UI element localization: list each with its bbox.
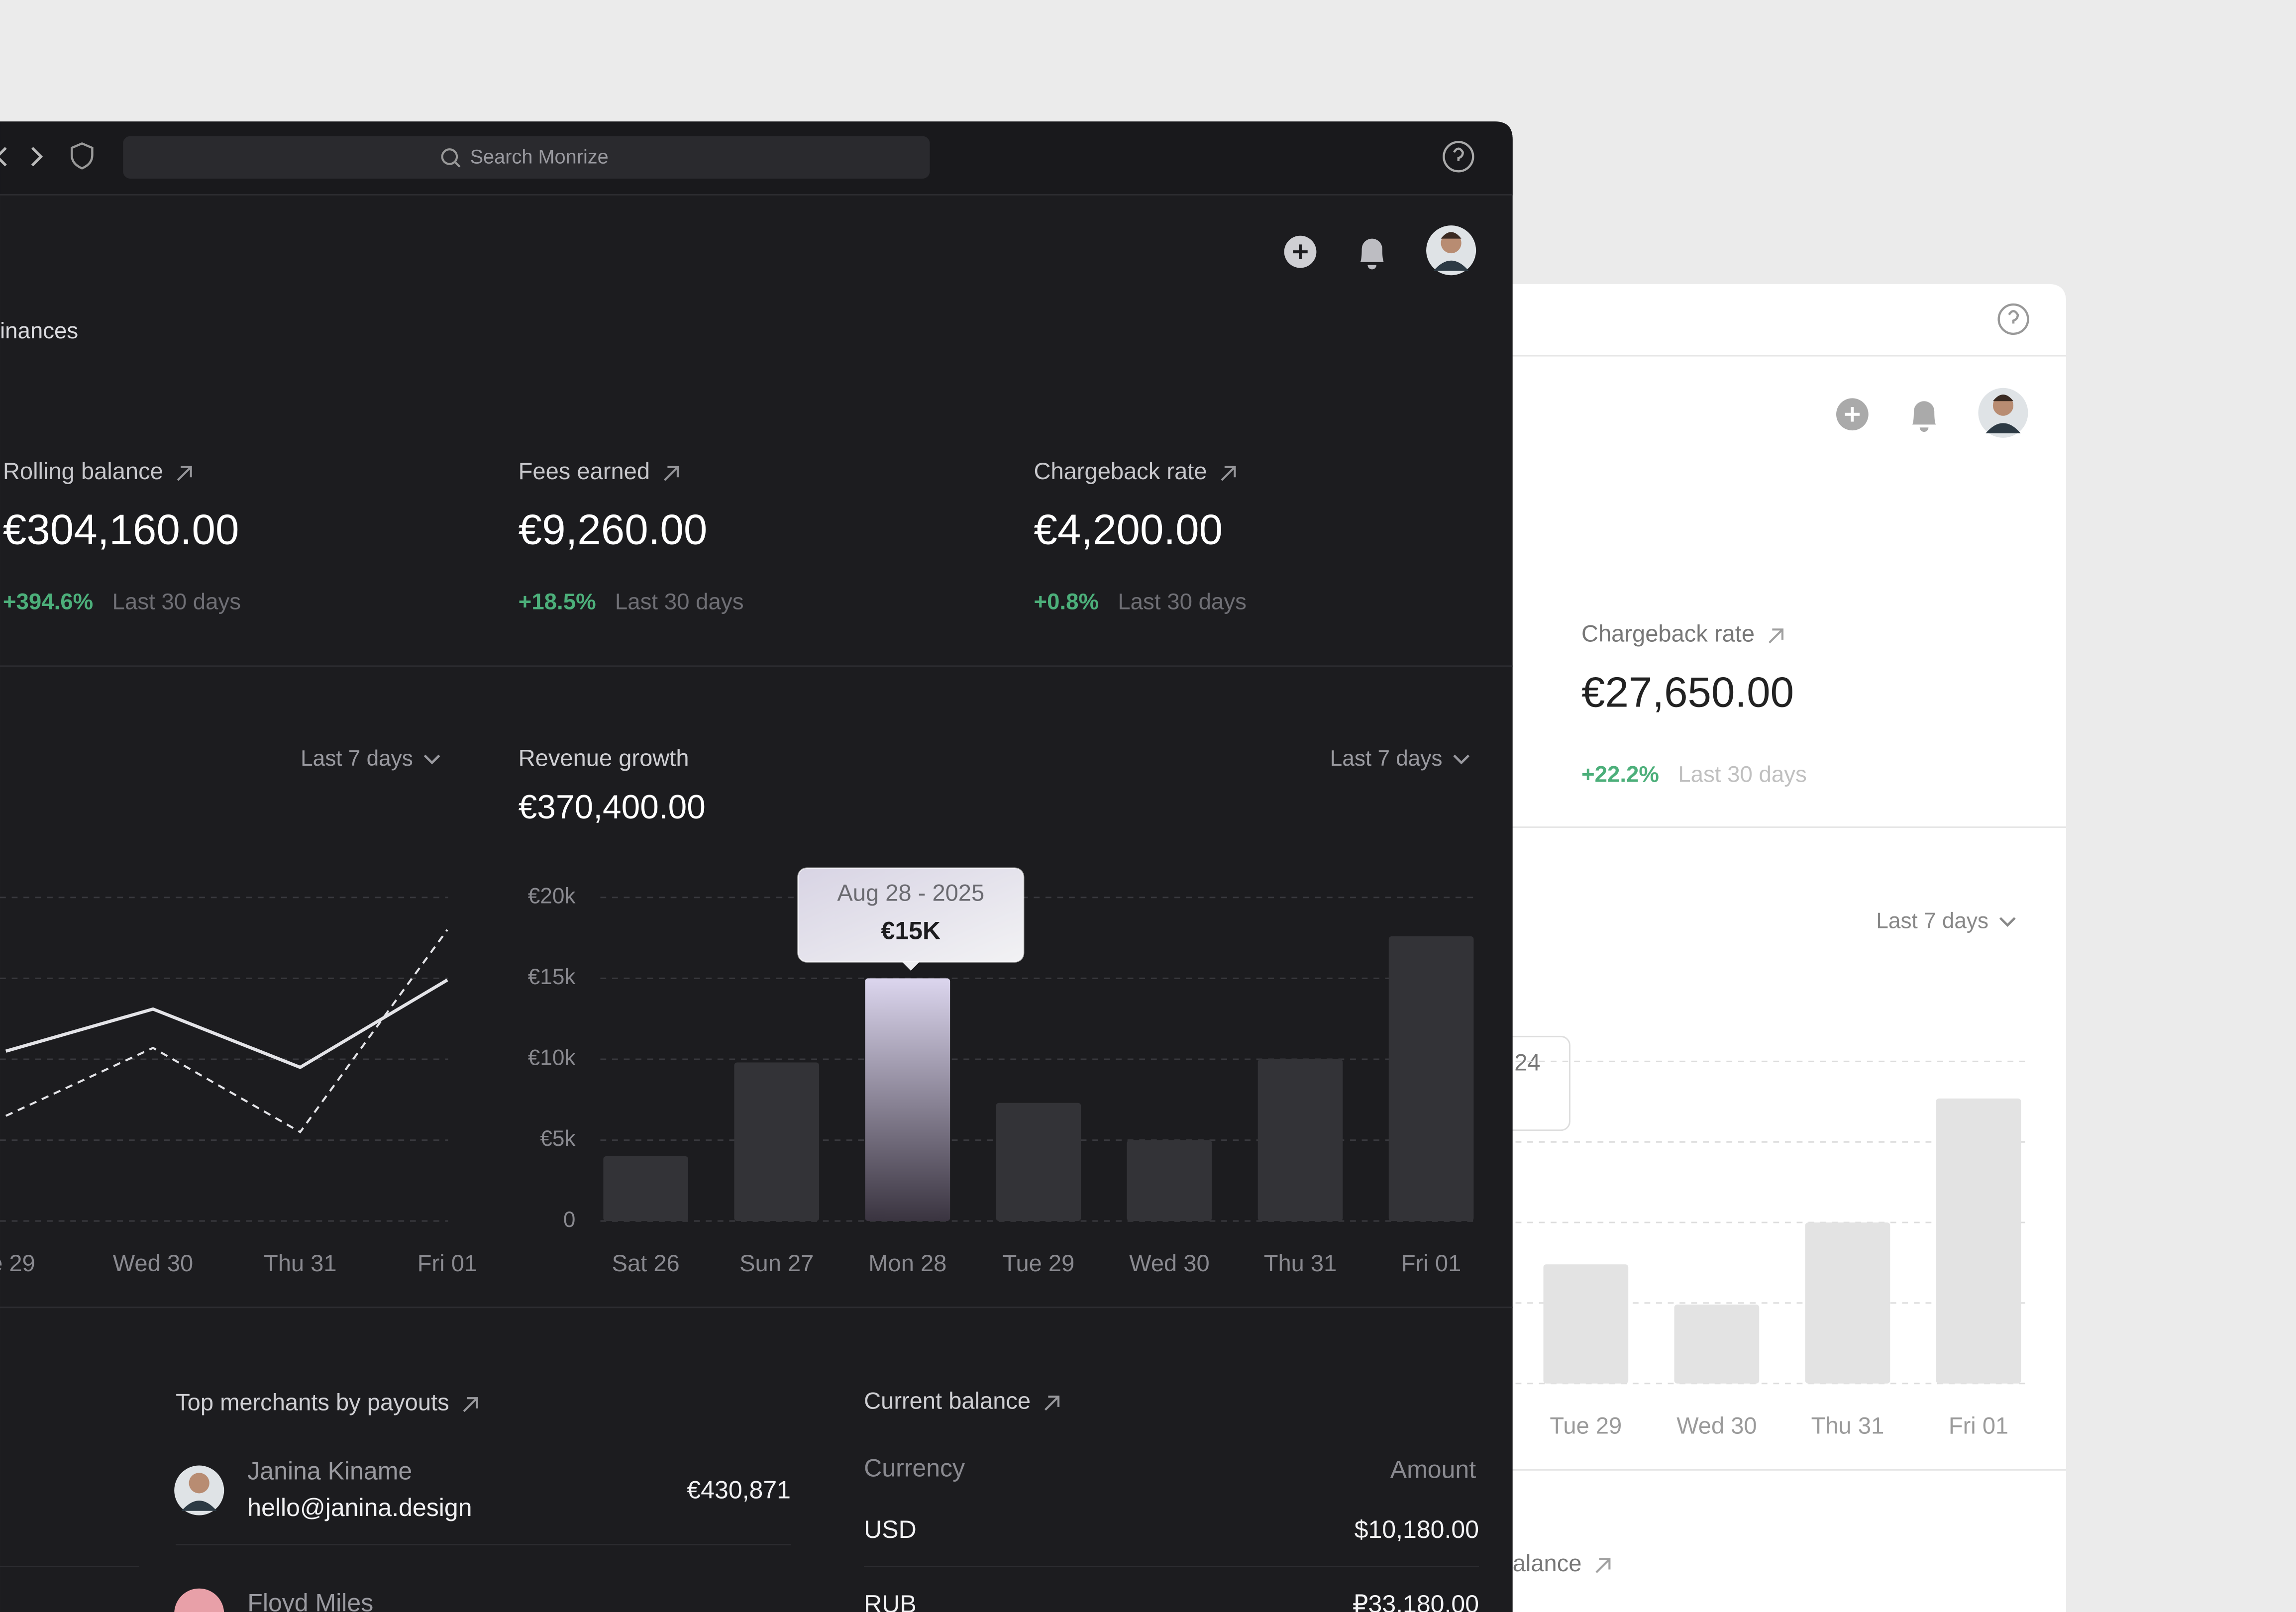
bar[interactable] bbox=[1805, 1222, 1890, 1384]
back-button[interactable] bbox=[0, 147, 7, 167]
x-tick-label: Fri 01 bbox=[1949, 1412, 2008, 1438]
column-header: Currency bbox=[864, 1454, 965, 1482]
chevron[interactable] bbox=[1453, 754, 1470, 765]
x-tick-label: ue 29 bbox=[0, 1250, 35, 1276]
dark-window bbox=[0, 121, 1513, 1612]
breadcrumb[interactable]: inances bbox=[0, 318, 78, 343]
amount: ₽33,180.00 bbox=[1353, 1590, 1479, 1612]
amount: $10,180.00 bbox=[1355, 1515, 1479, 1543]
column-header: Amount bbox=[1390, 1456, 1476, 1484]
stat-label[interactable]: Chargeback rate bbox=[1581, 620, 1755, 647]
highlighted-bar[interactable] bbox=[865, 978, 950, 1221]
x-tick-label: Sun 27 bbox=[739, 1250, 814, 1276]
period-select[interactable]: Last 7 days bbox=[1876, 908, 1988, 933]
period-select[interactable]: Last 7 days bbox=[1330, 746, 1443, 771]
section-title[interactable]: Top merchants by payouts bbox=[176, 1389, 449, 1415]
x-tick-label: Tue 29 bbox=[1550, 1412, 1622, 1438]
link-arrow[interactable] bbox=[1221, 466, 1236, 481]
search-box[interactable]: Search Monrize bbox=[123, 136, 930, 179]
avatar[interactable] bbox=[1426, 225, 1476, 276]
avatar[interactable] bbox=[1978, 388, 2028, 438]
stat-value: €27,650.00 bbox=[1581, 669, 1794, 716]
y-tick-label: €20k bbox=[528, 884, 576, 908]
link-arrow[interactable] bbox=[1595, 1558, 1611, 1573]
line-series bbox=[5, 929, 448, 1133]
x-tick-label: Fri 01 bbox=[417, 1250, 477, 1276]
merchant-amount: €430,871 bbox=[687, 1476, 791, 1504]
stat-period: Last 30 days bbox=[615, 589, 744, 614]
stat-value: €9,260.00 bbox=[519, 506, 708, 554]
shield-icon[interactable] bbox=[70, 142, 94, 170]
bar[interactable] bbox=[734, 1062, 820, 1221]
stat-label[interactable]: Fees earned bbox=[519, 458, 650, 484]
stat-value: €4,200.00 bbox=[1034, 506, 1223, 554]
link-arrow[interactable] bbox=[177, 466, 192, 481]
tooltip-text: 24 bbox=[1514, 1049, 1540, 1076]
y-tick-label: €10k bbox=[528, 1046, 576, 1070]
stat-period: Last 30 days bbox=[1678, 762, 1807, 787]
chevron[interactable] bbox=[1999, 917, 2016, 927]
chart-total: €370,400.00 bbox=[519, 789, 706, 826]
stat-value: €304,160.00 bbox=[3, 506, 239, 554]
stat-period: Last 30 days bbox=[1118, 589, 1247, 614]
help-icon[interactable] bbox=[1997, 303, 2029, 335]
x-tick-label: Wed 30 bbox=[113, 1250, 193, 1276]
bar[interactable] bbox=[1257, 1059, 1343, 1221]
avatar bbox=[174, 1465, 224, 1515]
y-tick-label: €15k bbox=[528, 965, 576, 989]
period-select[interactable]: Last 7 days bbox=[301, 746, 413, 771]
link-arrow[interactable] bbox=[663, 466, 679, 481]
tooltip-title: Aug 28 - 2025 bbox=[837, 879, 984, 906]
bar[interactable] bbox=[1388, 936, 1474, 1221]
bar[interactable] bbox=[603, 1156, 689, 1221]
x-tick-label: Thu 31 bbox=[1811, 1412, 1884, 1438]
x-tick-label: Thu 31 bbox=[1264, 1250, 1337, 1276]
x-tick-label: Mon 28 bbox=[868, 1250, 946, 1276]
avatar bbox=[174, 1588, 224, 1612]
x-tick-label: Wed 30 bbox=[1676, 1412, 1757, 1438]
chart-title: Revenue growth bbox=[519, 745, 689, 771]
currency: USD bbox=[864, 1515, 917, 1543]
stat-change: +0.8% bbox=[1034, 589, 1099, 614]
chevron[interactable] bbox=[423, 754, 440, 765]
link-arrow[interactable] bbox=[1769, 628, 1784, 644]
x-tick-label: Sat 26 bbox=[612, 1250, 680, 1276]
merchant-name: Janina Kiname bbox=[247, 1457, 412, 1485]
currency: RUB bbox=[864, 1590, 917, 1612]
section-title: alance bbox=[1513, 1550, 1582, 1576]
stat-label[interactable]: Chargeback rate bbox=[1034, 458, 1207, 484]
forward-button[interactable] bbox=[31, 147, 43, 167]
stat-change: +394.6% bbox=[3, 589, 93, 614]
y-tick-label: 0 bbox=[563, 1208, 576, 1232]
line-series bbox=[5, 978, 448, 1069]
tooltip: Aug 28 - 2025 €15K bbox=[797, 867, 1025, 971]
add-button[interactable] bbox=[1284, 235, 1317, 268]
y-tick-label: €5k bbox=[540, 1126, 576, 1151]
link-arrow[interactable] bbox=[463, 1397, 478, 1412]
search-placeholder[interactable]: Search Monrize bbox=[470, 146, 609, 168]
merchant-email: hello@janina.design bbox=[247, 1494, 472, 1521]
bar[interactable] bbox=[996, 1103, 1081, 1221]
stat-label[interactable]: Rolling balance bbox=[3, 458, 163, 484]
bar[interactable] bbox=[1543, 1264, 1629, 1384]
bar[interactable] bbox=[1674, 1305, 1760, 1384]
notifications[interactable] bbox=[1360, 238, 1384, 270]
stat-period: Last 30 days bbox=[112, 589, 241, 614]
stat-change: +18.5% bbox=[519, 589, 596, 614]
bar[interactable] bbox=[1936, 1098, 2021, 1384]
x-tick-label: Tue 29 bbox=[1002, 1250, 1074, 1276]
merchant-name: Floyd Miles bbox=[247, 1589, 373, 1612]
x-tick-label: Wed 30 bbox=[1129, 1250, 1209, 1276]
section-title[interactable]: Current balance bbox=[864, 1387, 1031, 1413]
link-arrow[interactable] bbox=[1044, 1396, 1060, 1411]
x-tick-label: Fri 01 bbox=[1401, 1250, 1461, 1276]
notifications[interactable] bbox=[1912, 401, 1936, 432]
bar[interactable] bbox=[1127, 1140, 1212, 1221]
stat-change: +22.2% bbox=[1581, 762, 1659, 787]
x-tick-label: Thu 31 bbox=[264, 1250, 337, 1276]
help-icon[interactable] bbox=[1443, 141, 1474, 173]
tooltip-value: €15K bbox=[881, 917, 941, 945]
add-button[interactable] bbox=[1836, 398, 1869, 431]
